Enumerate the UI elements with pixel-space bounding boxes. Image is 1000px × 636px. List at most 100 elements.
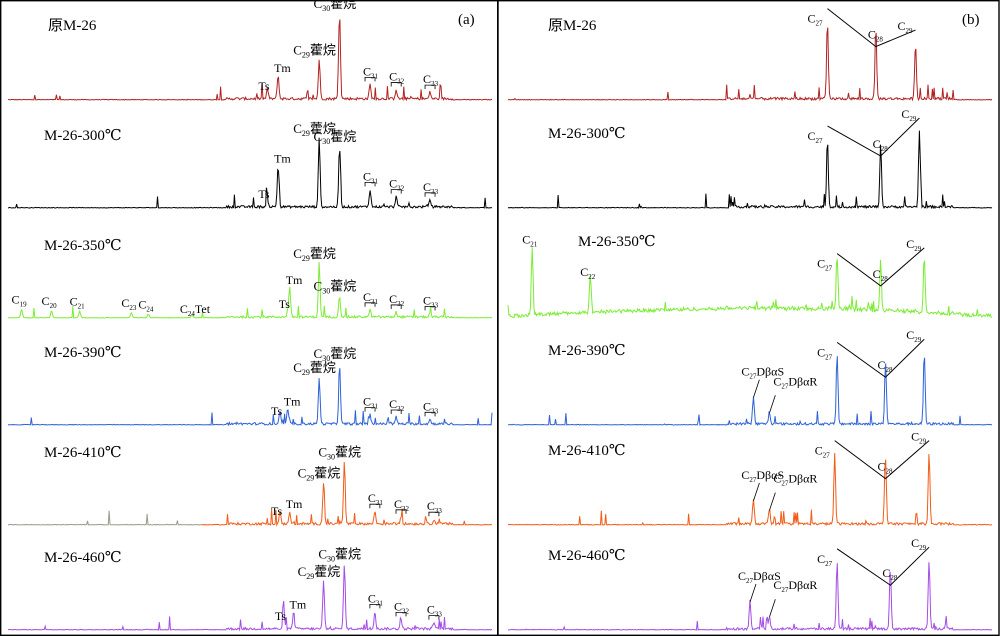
peak-label: Ts	[279, 297, 290, 311]
trace-line	[7, 368, 493, 427]
peak-bracket	[364, 302, 376, 307]
label-leader	[768, 395, 776, 414]
peak-bracket	[364, 76, 376, 82]
sterane-connector	[836, 338, 925, 378]
peak-label: C27	[817, 552, 833, 568]
peak-label: C27DβαR	[773, 472, 817, 488]
peak-label: C33	[423, 399, 439, 415]
peak-label: C31	[368, 491, 384, 507]
peak-label: C27	[807, 12, 823, 28]
panel-b-label: (b)	[962, 12, 980, 28]
series-name: M-26-390℃	[548, 343, 626, 359]
series-name: 原M-26	[548, 18, 597, 34]
peak-label: C28	[868, 28, 884, 44]
peak-label: C24Tet	[180, 302, 211, 318]
peak-label: C29藿烷	[298, 564, 341, 581]
peak-label: C31	[368, 591, 384, 607]
peak-bracket	[424, 411, 436, 417]
peak-bracket	[428, 615, 440, 620]
peak-label: Tm	[286, 273, 303, 287]
peak-label: C27	[807, 129, 823, 145]
trace-line	[507, 562, 993, 632]
series-name: M-26-300℃	[548, 126, 626, 142]
peak-label: C29藿烷	[293, 42, 336, 59]
peak-label: Ts	[258, 187, 269, 201]
sterane-connector	[836, 546, 930, 586]
peak-label: C30藿烷	[318, 445, 361, 462]
series-name: M-26-350℃	[44, 238, 122, 254]
peak-label: Tm	[274, 61, 291, 75]
peak-label: C32	[394, 497, 410, 513]
trace-line	[507, 452, 993, 527]
trace-line	[507, 247, 993, 319]
peak-label: C19	[12, 292, 28, 308]
peak-label: Ts	[275, 609, 286, 623]
peak-label: Tm	[274, 151, 291, 165]
peak-label: C31	[363, 64, 379, 80]
peak-label: C33	[427, 603, 443, 619]
peak-label: C29	[901, 107, 917, 123]
peak-label: C28	[878, 358, 894, 374]
peak-label: C33	[427, 499, 443, 515]
peak-label: Tm	[286, 497, 303, 511]
peak-label: Tm	[284, 394, 301, 408]
peak-label: Ts	[271, 404, 282, 418]
peak-label: C20	[42, 294, 58, 310]
peak-label: C32	[389, 292, 405, 308]
peak-label: C30藿烷	[318, 546, 361, 563]
peak-bracket	[390, 82, 402, 87]
series-name: M-26-460℃	[548, 548, 626, 564]
sterane-connector	[834, 440, 930, 480]
trace-line	[201, 461, 493, 527]
peak-label: C22	[580, 265, 596, 281]
peak-label: C32	[389, 70, 405, 86]
trace-line	[7, 262, 493, 320]
series-name: M-26-410℃	[548, 443, 626, 459]
peak-label: C28	[873, 137, 889, 153]
series-name: M-26-350℃	[578, 234, 656, 250]
peak-label: C24	[138, 297, 154, 313]
panel-b-chromatograms: 原M-26 C27 C28 C29 M-26-300℃ C27 C28 C29 M-26-350…	[507, 8, 993, 632]
series-name: M-26-390℃	[44, 345, 122, 361]
peak-label: C27	[817, 257, 833, 273]
label-leader	[749, 583, 757, 603]
peak-label: C21	[522, 233, 538, 249]
peak-label: Ts	[258, 79, 269, 93]
peak-label: C30藿烷	[314, 346, 357, 363]
trace-line	[507, 130, 993, 210]
peak-bracket	[395, 612, 407, 617]
peak-label: C21	[70, 295, 86, 311]
peak-label: C27DβαR	[773, 578, 817, 594]
label-leader	[753, 379, 760, 398]
label-leader	[753, 482, 760, 502]
peak-label: Ts	[271, 504, 282, 518]
peak-bracket	[424, 192, 436, 197]
peak-label: C30藿烷	[314, 278, 357, 295]
peak-label: C33	[423, 180, 439, 196]
peak-label: C32	[389, 397, 405, 413]
sterane-connector	[827, 8, 916, 48]
peak-label: C29	[911, 430, 927, 446]
peak-label: C27DβαS	[741, 468, 784, 484]
peak-bracket	[424, 306, 436, 311]
peak-label: C32	[389, 177, 405, 193]
peak-bracket	[390, 409, 402, 414]
peak-label: C23	[121, 296, 137, 312]
series-name: M-26-300℃	[44, 128, 122, 144]
peak-label: C27DβαR	[773, 374, 817, 390]
peak-label: C33	[423, 72, 439, 88]
peak-label: C28	[882, 566, 898, 582]
trace-line	[8, 19, 493, 102]
peak-label: C27	[817, 345, 833, 361]
peak-label: C29藿烷	[293, 246, 336, 263]
peak-bracket	[395, 509, 407, 514]
peak-label: C27DβαS	[741, 365, 784, 381]
peak-label: C31	[363, 169, 379, 185]
peak-label: C27DβαS	[738, 569, 781, 585]
label-leader	[768, 599, 776, 618]
peak-label: C28	[878, 460, 894, 476]
panel-b-frame	[497, 0, 1000, 636]
trace-line	[507, 356, 993, 427]
